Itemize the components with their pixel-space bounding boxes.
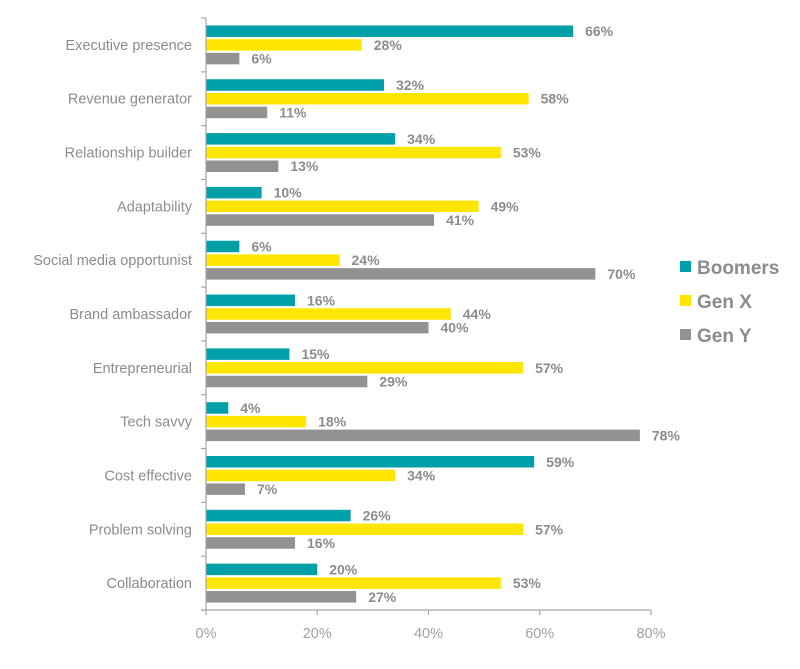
value-label-gen-y: 29%	[379, 374, 408, 390]
bar-gen-y	[206, 214, 435, 226]
value-label-gen-y: 6%	[251, 51, 272, 67]
legend-swatch-gen-y	[680, 329, 691, 340]
value-label-gen-y: 13%	[290, 158, 319, 174]
x-tick-label: 40%	[414, 626, 443, 642]
value-label-boomers: 16%	[307, 292, 336, 308]
bar-gen-y	[206, 429, 640, 442]
bar-boomers	[206, 133, 396, 145]
bar-gen-x	[206, 308, 451, 320]
bar-boomers	[206, 402, 229, 414]
bar-boomers	[206, 563, 318, 576]
value-label-gen-x: 34%	[407, 467, 436, 483]
bar-gen-y	[206, 591, 357, 603]
axes-layer: 0% 20% 40% 60% 80%	[196, 17, 666, 642]
category-label: Cost effective	[104, 468, 192, 484]
value-label-gen-x: 53%	[513, 145, 542, 161]
bar-gen-x	[206, 577, 501, 589]
x-tick-label: 20%	[303, 626, 332, 642]
bars-layer	[206, 25, 640, 603]
category-label: Adaptability	[117, 199, 193, 215]
bar-gen-y	[206, 106, 268, 119]
category-labels-layer: Executive presence Revenue generator Relat…	[33, 38, 193, 592]
legend: Boomers Gen X Gen Y	[680, 258, 779, 347]
bar-gen-y	[206, 375, 368, 388]
x-tick-label: 60%	[525, 626, 554, 642]
bar-gen-x	[206, 469, 396, 482]
bar-gen-x	[206, 146, 501, 159]
bar-gen-y	[206, 321, 429, 334]
value-label-gen-y: 78%	[652, 427, 681, 443]
value-label-gen-x: 58%	[541, 91, 570, 107]
bar-gen-y	[206, 483, 245, 495]
value-label-gen-x: 57%	[535, 521, 564, 537]
value-label-boomers: 20%	[329, 561, 358, 577]
value-label-gen-y: 40%	[441, 320, 470, 336]
value-label-boomers: 10%	[274, 185, 303, 201]
bar-boomers	[206, 348, 290, 360]
value-label-gen-x: 53%	[513, 575, 542, 591]
value-label-gen-x: 28%	[374, 37, 403, 53]
category-label: Brand ambassador	[69, 307, 192, 323]
legend-label-gen-y: Gen Y	[697, 326, 752, 347]
bar-boomers	[206, 509, 351, 522]
value-label-boomers: 6%	[251, 238, 272, 254]
value-labels-layer: 66% 28% 6% 32% 58% 11% 34% 53% 13% 10% 49% 41% 6% 24%…	[240, 23, 680, 605]
value-label-boomers: 66%	[585, 23, 614, 39]
bar-gen-x	[206, 362, 524, 374]
value-label-boomers: 59%	[546, 454, 575, 470]
category-label: Relationship builder	[65, 146, 193, 162]
value-label-gen-y: 41%	[446, 212, 475, 228]
bar-gen-y	[206, 268, 596, 280]
bar-boomers	[206, 186, 262, 199]
x-tick-label: 80%	[636, 626, 665, 642]
legend-label-boomers: Boomers	[697, 258, 779, 279]
bar-gen-x	[206, 39, 362, 51]
value-label-gen-y: 27%	[368, 589, 397, 605]
bar-gen-y	[206, 160, 279, 172]
value-label-gen-x: 49%	[491, 198, 520, 214]
category-label: Collaboration	[107, 576, 192, 592]
bar-boomers	[206, 456, 535, 468]
bar-gen-x	[206, 523, 524, 536]
value-label-boomers: 4%	[240, 400, 261, 416]
x-tick-label: 0%	[196, 626, 217, 642]
category-label: Problem solving	[89, 522, 192, 538]
bar-boomers	[206, 25, 574, 37]
value-label-gen-x: 18%	[318, 414, 347, 430]
category-label: Revenue generator	[68, 92, 192, 108]
category-label: Tech savvy	[120, 415, 192, 431]
legend-swatch-boomers	[680, 261, 691, 272]
value-label-gen-y: 16%	[307, 535, 336, 551]
bar-boomers	[206, 294, 295, 307]
bar-boomers	[206, 240, 240, 253]
bar-boomers	[206, 79, 384, 91]
bar-gen-y	[206, 52, 240, 65]
bar-gen-y	[206, 537, 295, 549]
value-label-gen-y: 7%	[257, 481, 278, 497]
value-label-gen-x: 24%	[352, 252, 381, 268]
value-label-boomers: 15%	[301, 346, 330, 362]
value-label-boomers: 26%	[363, 508, 392, 524]
bar-gen-x	[206, 254, 340, 266]
category-label: Executive presence	[65, 38, 192, 54]
value-label-boomers: 32%	[396, 77, 425, 93]
category-label: Entrepreneurial	[93, 361, 192, 377]
bar-gen-x	[206, 92, 529, 105]
value-label-gen-y: 11%	[279, 104, 307, 120]
bar-gen-x	[206, 415, 307, 428]
value-label-gen-y: 70%	[607, 266, 636, 282]
value-label-gen-x: 57%	[535, 360, 564, 376]
value-label-boomers: 34%	[407, 131, 436, 147]
legend-swatch-gen-x	[680, 295, 691, 306]
legend-label-gen-x: Gen X	[697, 292, 752, 313]
category-label: Social media opportunist	[33, 253, 192, 269]
value-label-gen-x: 44%	[463, 306, 492, 322]
bar-gen-x	[206, 200, 479, 213]
